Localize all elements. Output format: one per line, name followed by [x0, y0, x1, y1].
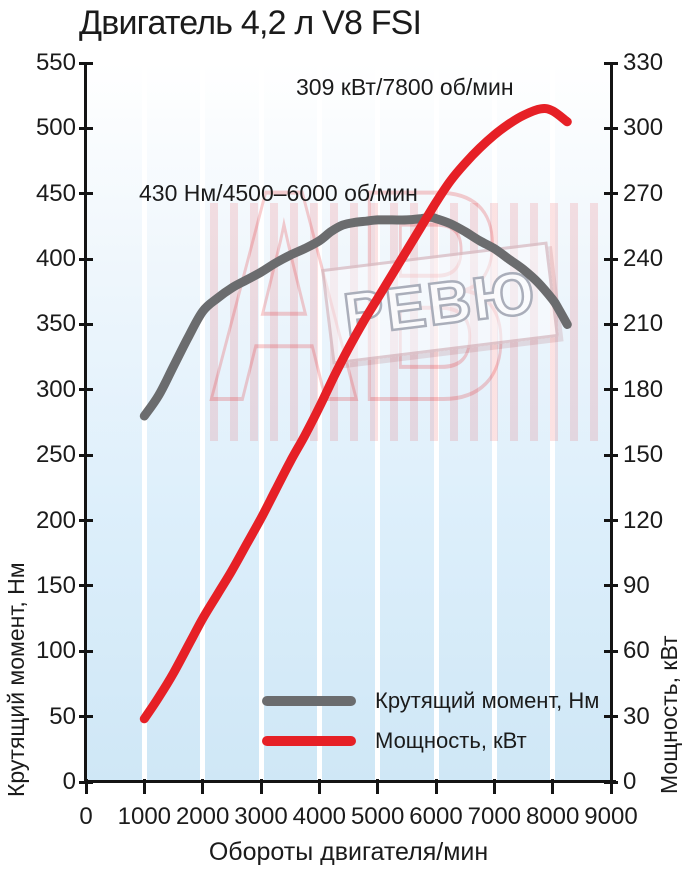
x-axis-tick — [317, 779, 321, 794]
chart-title: Двигатель 4,2 л V8 FSI — [79, 4, 422, 42]
gridline — [491, 63, 497, 781]
right-tick-label: 300 — [623, 114, 664, 142]
x-axis-tick — [142, 779, 146, 794]
x-axis-line — [84, 780, 616, 783]
right-axis-line — [610, 63, 613, 782]
right-tick-label: 330 — [623, 49, 664, 76]
right-tick-label: 180 — [623, 375, 664, 403]
right-tick-label: 60 — [623, 637, 650, 665]
left-tick-label: 150 — [35, 571, 76, 599]
left-tick-label: 50 — [49, 702, 76, 730]
left-tick-label: 300 — [35, 375, 76, 403]
right-tick-label: 120 — [623, 506, 664, 534]
legend-row-torque: Крутящий момент, Нм — [262, 686, 599, 715]
plot-background — [86, 63, 611, 781]
x-axis-tick — [492, 779, 496, 794]
right-tick-label: 210 — [623, 310, 664, 338]
x-axis-tick — [376, 779, 380, 794]
right-tick-label: 150 — [623, 441, 664, 469]
left-axis-title: Крутящий момент, Нм — [3, 562, 29, 797]
gridline — [316, 63, 322, 781]
gridline — [141, 63, 147, 781]
gridline — [258, 63, 264, 781]
left-tick-label: 0 — [62, 768, 76, 795]
x-axis-tick — [259, 779, 263, 794]
right-tick-label: 90 — [623, 571, 650, 599]
x-axis-tick — [434, 779, 438, 794]
power-legend-label: Мощность, кВт — [375, 727, 527, 753]
left-tick-label: 400 — [35, 245, 76, 273]
x-tick-label: 8000 — [525, 803, 580, 830]
x-tick-label: 4000 — [292, 803, 347, 830]
legend: Крутящий момент, Нм Мощность, кВт — [262, 686, 599, 766]
x-tick-label: 3000 — [234, 803, 288, 830]
left-tick-label: 500 — [35, 114, 76, 142]
x-axis-tick — [201, 779, 205, 794]
gridline — [433, 63, 439, 781]
x-axis-tick — [84, 779, 88, 794]
torque-legend-label: Крутящий момент, Нм — [375, 687, 600, 713]
power-legend-swatch — [262, 735, 356, 746]
x-tick-label: 7000 — [467, 803, 522, 830]
right-tick-label: 240 — [623, 245, 664, 273]
x-tick-label: 6000 — [409, 803, 463, 830]
left-tick-label: 250 — [35, 441, 76, 469]
x-tick-label: 0 — [79, 803, 93, 830]
x-tick-label: 2000 — [175, 803, 230, 830]
left-tick-label: 450 — [35, 179, 76, 207]
torque-peak-annotation: 430 Нм/4500–6000 об/мин — [139, 180, 418, 206]
x-tick-label: 9000 — [584, 803, 638, 830]
right-tick-label: 30 — [623, 702, 650, 730]
x-tick-label: 5000 — [350, 803, 405, 830]
left-tick-label: 100 — [35, 637, 76, 665]
left-axis-line — [84, 63, 87, 782]
torque-legend-swatch — [262, 695, 356, 706]
x-tick-label: 1000 — [117, 803, 172, 830]
right-tick-label: 0 — [623, 768, 637, 795]
gridline — [375, 63, 381, 781]
x-axis-tick — [551, 779, 555, 794]
gridline — [550, 63, 556, 781]
right-tick-label: 270 — [623, 179, 664, 207]
x-axis-tick — [609, 779, 613, 794]
left-tick-label: 550 — [35, 49, 76, 76]
right-axis-title: Мощность, кВт — [656, 635, 682, 794]
x-axis-title: Обороты двигателя/мин — [208, 838, 489, 866]
left-tick-label: 350 — [35, 310, 76, 338]
left-tick-label: 200 — [35, 506, 76, 534]
gridline — [200, 63, 206, 781]
legend-row-power: Мощность, кВт — [262, 726, 599, 755]
power-peak-annotation: 309 кВт/7800 об/мин — [296, 74, 514, 100]
